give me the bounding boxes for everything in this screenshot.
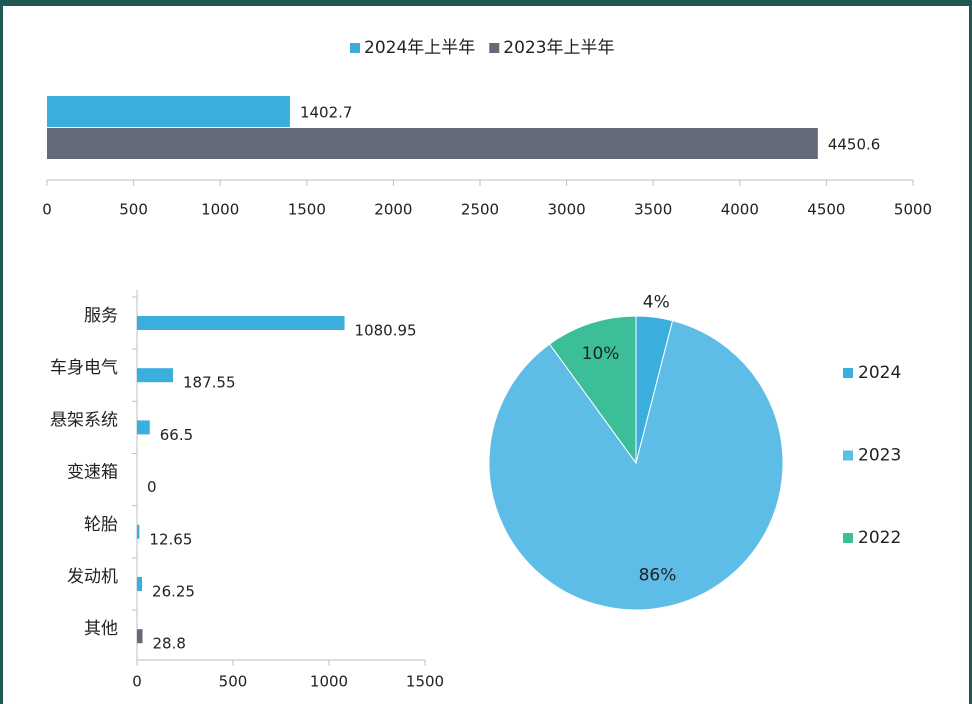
value-label: 28.8 bbox=[153, 635, 186, 653]
slice-label: 4% bbox=[643, 293, 670, 313]
legend-label: 2024 bbox=[858, 363, 901, 383]
legend-swatch bbox=[843, 450, 853, 461]
x-tick-label: 1500 bbox=[288, 201, 326, 219]
x-tick-label: 1000 bbox=[201, 201, 239, 219]
value-label: 0 bbox=[147, 478, 157, 496]
bar bbox=[137, 629, 143, 644]
x-tick-label: 0 bbox=[42, 201, 52, 219]
value-label: 187.55 bbox=[183, 374, 236, 392]
x-tick-label: 3000 bbox=[548, 201, 586, 219]
pie-slice bbox=[488, 320, 784, 611]
pie-slice bbox=[548, 315, 637, 465]
x-tick-label: 2000 bbox=[374, 201, 412, 219]
x-tick-label: 4000 bbox=[721, 201, 759, 219]
bar bbox=[137, 420, 150, 435]
legend-label: 2023年上半年 bbox=[503, 38, 614, 58]
x-tick-label: 500 bbox=[219, 673, 248, 691]
legend-label: 2024年上半年 bbox=[364, 38, 475, 58]
y-tick-label: 发动机 bbox=[67, 567, 118, 587]
bar bbox=[137, 524, 140, 539]
y-tick-label: 服务 bbox=[84, 306, 118, 326]
x-tick-label: 3500 bbox=[634, 201, 672, 219]
x-tick-label: 1500 bbox=[406, 673, 444, 691]
legend-label: 2022 bbox=[858, 528, 901, 548]
charts: 0 500 1000 1500 2000 2500 3000 3500 4000 4500 5000… bbox=[42, 38, 932, 691]
bar bbox=[137, 316, 345, 330]
value-label: 4450.6 bbox=[828, 136, 881, 154]
legend-swatch bbox=[350, 43, 360, 53]
slice-label: 86% bbox=[639, 566, 677, 586]
y-tick-label: 变速箱 bbox=[67, 463, 118, 483]
x-tick-label: 1000 bbox=[310, 673, 348, 691]
value-label: 12.65 bbox=[149, 530, 192, 548]
legend-label: 2023 bbox=[858, 446, 901, 466]
value-label: 66.5 bbox=[160, 426, 193, 444]
x-tick-label: 4500 bbox=[807, 201, 845, 219]
bar bbox=[47, 128, 818, 159]
value-label: 1080.95 bbox=[355, 322, 417, 340]
bar bbox=[47, 96, 290, 127]
x-tick-label: 2500 bbox=[461, 201, 499, 219]
y-tick-label: 车身电气 bbox=[50, 358, 118, 378]
legend-swatch bbox=[843, 368, 853, 378]
value-label: 1402.7 bbox=[300, 104, 353, 122]
y-tick-label: 悬架系统 bbox=[50, 410, 118, 430]
x-tick-label: 0 bbox=[132, 673, 142, 691]
slice-label: 10% bbox=[582, 344, 620, 364]
x-tick-label: 500 bbox=[119, 201, 148, 219]
value-label: 26.25 bbox=[152, 583, 195, 601]
legend-swatch bbox=[843, 533, 853, 543]
bar bbox=[137, 368, 174, 383]
y-tick-label: 其他 bbox=[84, 619, 118, 639]
x-tick-label: 5000 bbox=[894, 201, 932, 219]
y-tick-label: 轮胎 bbox=[84, 515, 118, 535]
bar bbox=[137, 577, 143, 591]
legend-swatch bbox=[489, 43, 500, 53]
